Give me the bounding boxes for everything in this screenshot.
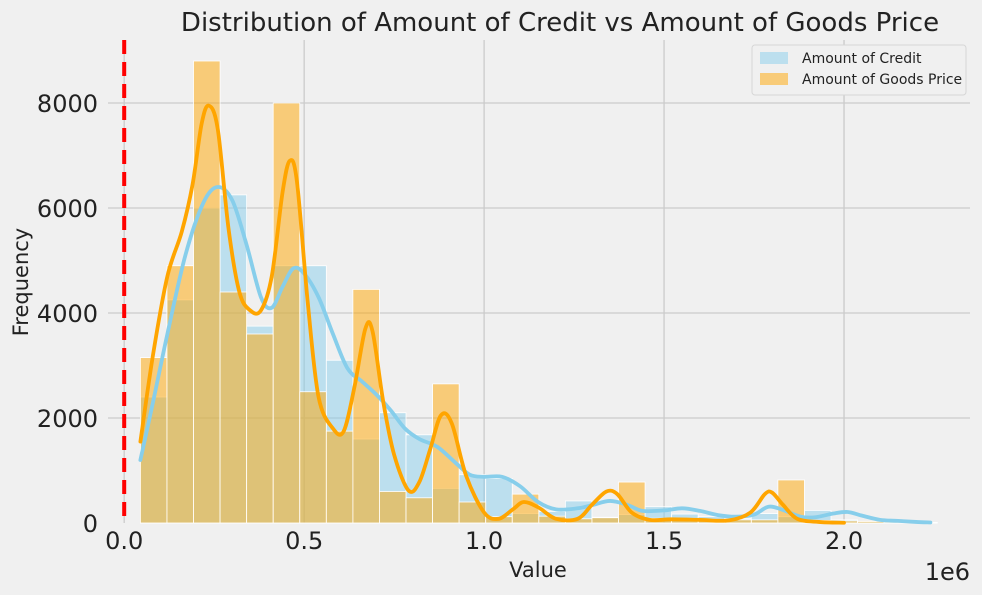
x-tick-label: 1.5 — [645, 527, 683, 555]
y-tick-label: 6000 — [37, 195, 98, 223]
legend-swatch — [760, 52, 788, 64]
x-tick-label: 2.0 — [825, 527, 863, 555]
goods-price-histogram-bar — [458, 501, 487, 524]
y-tick-label: 4000 — [37, 300, 98, 328]
legend-label: Amount of Goods Price — [802, 72, 962, 88]
y-tick-label: 8000 — [37, 90, 98, 118]
x-tick-label: 0.0 — [105, 527, 143, 555]
goods-price-histogram-bar — [219, 291, 248, 524]
legend: Amount of Credit Amount of Goods Price — [751, 44, 967, 96]
goods-price-kde-line — [138, 103, 846, 525]
x-axis-ticks: 0.0 0.5 1.0 1.5 2.0 — [105, 527, 863, 555]
x-tick-label: 1.0 — [465, 527, 503, 555]
kde-lines — [122, 40, 933, 525]
y-tick-label: 2000 — [37, 405, 98, 433]
goods-price-histogram-bar — [166, 265, 194, 524]
y-axis-label: Frequency — [9, 228, 33, 337]
legend-swatch — [760, 73, 788, 85]
x-axis-label: Value — [509, 558, 567, 582]
legend-frame — [751, 44, 967, 96]
x-axis-offset-label: 1e6 — [925, 558, 970, 586]
legend-label: Amount of Credit — [802, 51, 922, 67]
goods-price-histogram-bar — [405, 497, 433, 524]
goods-price-histogram-bar — [591, 517, 619, 524]
goods-price-histogram-bar — [246, 333, 274, 524]
goods-price-histogram-bar — [750, 519, 779, 524]
y-axis-ticks: 0 2000 4000 6000 8000 — [37, 90, 98, 538]
goods-price-histogram-bar — [379, 491, 407, 524]
credit-kde-line — [138, 185, 933, 525]
chart-title: Distribution of Amount of Credit vs Amou… — [181, 8, 939, 38]
y-tick-label: 0 — [83, 510, 98, 538]
x-tick-label: 0.5 — [285, 527, 323, 555]
goods-price-histogram-bar — [325, 430, 354, 524]
